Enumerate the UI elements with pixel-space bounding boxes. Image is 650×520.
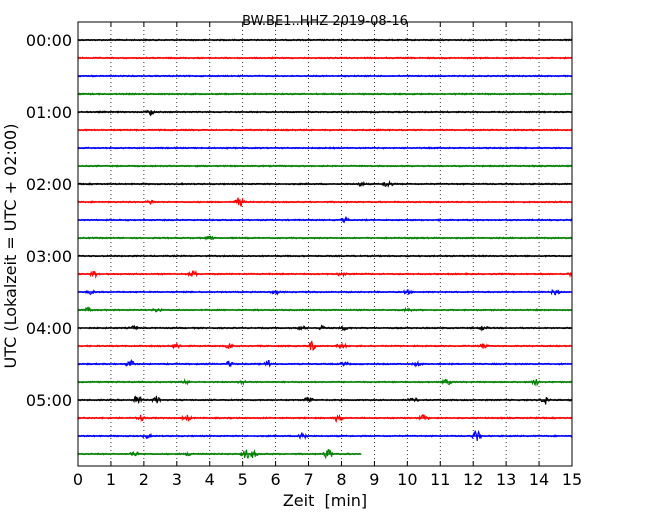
x-tick-label-3: 3 xyxy=(172,470,182,489)
x-tick-label-9: 9 xyxy=(369,470,379,489)
y-tick-label-5: 05:00 xyxy=(26,391,72,410)
y-axis-label: UTC (Lokalzeit = UTC + 02:00) xyxy=(1,124,20,369)
x-tick-label-4: 4 xyxy=(205,470,215,489)
plot-frame xyxy=(77,21,573,467)
x-tick-label-10: 10 xyxy=(397,470,417,489)
x-tick-label-8: 8 xyxy=(336,470,346,489)
traces-layer xyxy=(77,38,573,460)
x-tick-label-12: 12 xyxy=(463,470,483,489)
x-tick-label-6: 6 xyxy=(271,470,281,489)
x-axis-label: Zeit [min] xyxy=(283,491,367,510)
y-tick-label-3: 03:00 xyxy=(26,247,72,266)
y-tick-label-0: 00:00 xyxy=(26,31,72,50)
x-tick-label-1: 1 xyxy=(106,470,116,489)
x-tick-label-2: 2 xyxy=(139,470,149,489)
axis-layer: 0 1 2 3 4 5 6 7 8 9 10 11 12 13 14 1500:0001:0002:0003:… xyxy=(26,22,582,489)
x-tick-label-11: 11 xyxy=(430,470,450,489)
y-tick-label-1: 01:00 xyxy=(26,103,72,122)
x-tick-label-0: 0 xyxy=(73,470,83,489)
x-tick-label-15: 15 xyxy=(562,470,582,489)
y-tick-label-2: 02:00 xyxy=(26,175,72,194)
x-tick-label-7: 7 xyxy=(303,470,313,489)
y-tick-label-4: 04:00 xyxy=(26,319,72,338)
x-tick-label-5: 5 xyxy=(238,470,248,489)
x-tick-label-13: 13 xyxy=(496,470,516,489)
x-tick-label-14: 14 xyxy=(529,470,549,489)
